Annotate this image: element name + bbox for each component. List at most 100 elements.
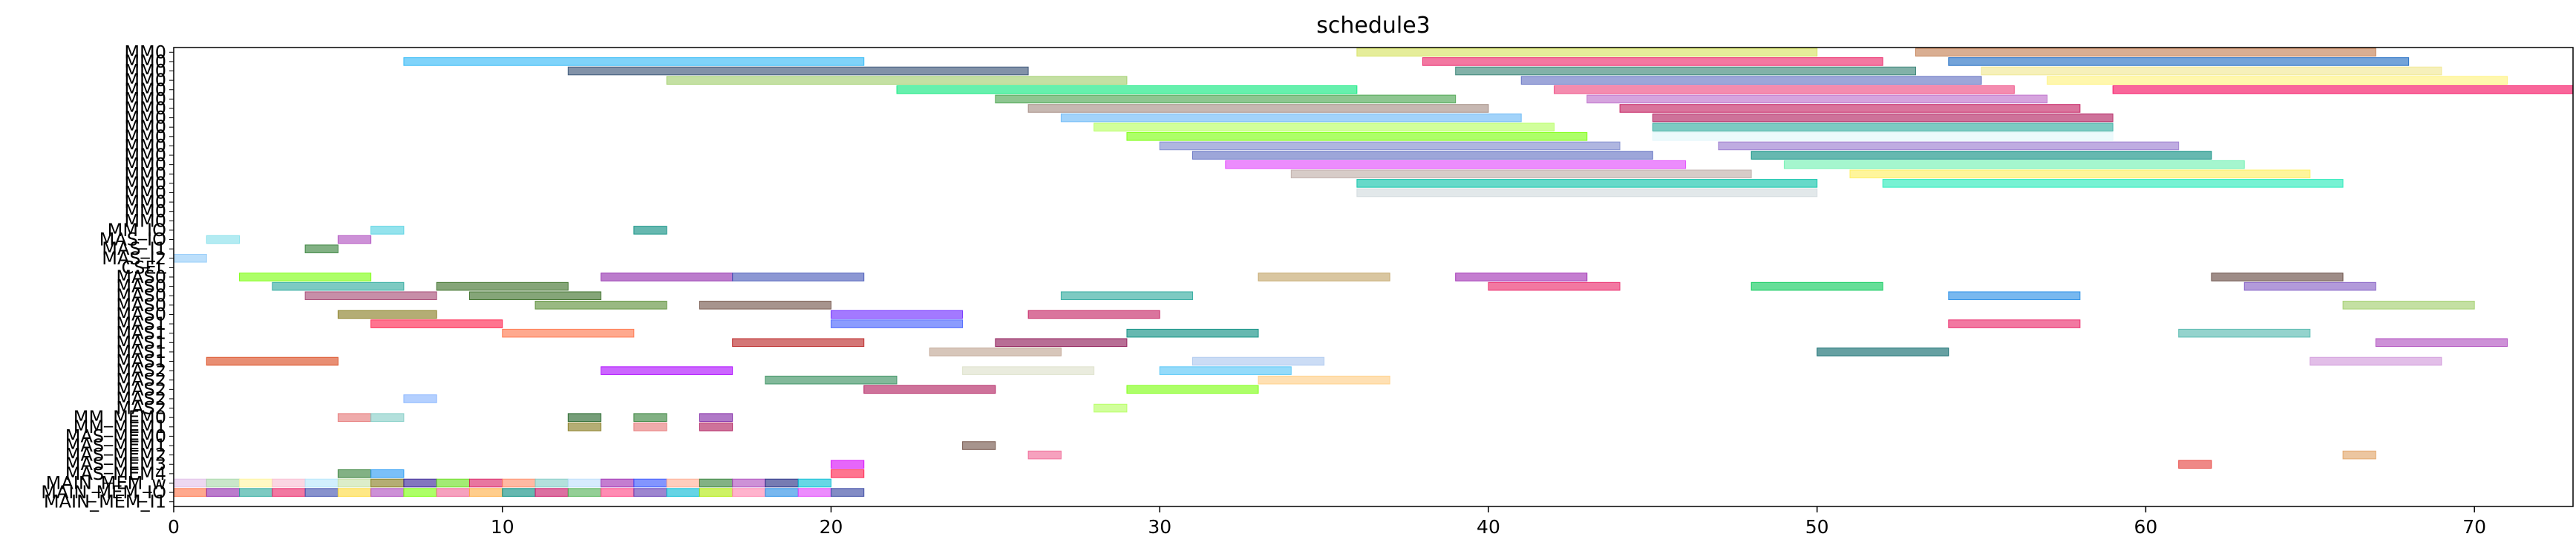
y-tick-label: MAS2 (116, 370, 166, 391)
x-tick-label: 30 (1148, 516, 1171, 538)
y-tick-label: MAS1 (116, 313, 166, 334)
task-bar (1718, 141, 2180, 151)
task-bar (732, 478, 766, 488)
y-axis-labels: MM0MM0MM0MM0MM0MM0MM0MM0MM0MM0MM0MM0MM0M… (41, 42, 174, 512)
y-tick-label: MM0 (124, 42, 166, 62)
task-bar (272, 488, 306, 497)
task-bar (1817, 348, 1949, 356)
y-tick-label: MAIN_MEM_IO (41, 482, 166, 503)
x-tick-label: 50 (1805, 516, 1829, 538)
y-tick-label: MAS_MEM3 (65, 454, 166, 475)
task-bar (1652, 123, 2114, 132)
task-bar (601, 488, 635, 497)
x-tick-label: 10 (491, 516, 514, 538)
task-bars (173, 48, 2574, 497)
task-bar (797, 478, 831, 488)
y-tick-label: MM0 (124, 210, 166, 231)
task-bar (567, 478, 602, 488)
task-bar (765, 375, 898, 385)
task-bar (1027, 310, 1160, 319)
task-bar (1783, 160, 2245, 169)
task-bar (403, 478, 437, 488)
task-bar (633, 226, 667, 235)
task-bar (1126, 385, 1259, 394)
task-bar (173, 478, 207, 488)
y-tick-label: MM0 (124, 182, 166, 203)
task-bar (1094, 403, 1128, 413)
task-bar (436, 488, 470, 497)
task-bar (830, 469, 865, 478)
task-bar (1488, 281, 1621, 291)
task-bar (1258, 273, 1390, 281)
task-bar (2309, 356, 2442, 366)
task-bar (1750, 281, 1883, 291)
task-bar (666, 478, 700, 488)
task-bar (1948, 319, 2081, 328)
task-bar (1455, 66, 1917, 76)
y-tick-label: MAS1 (116, 332, 166, 353)
task-bar (633, 478, 667, 488)
y-tick-label: MAS2 (116, 360, 166, 381)
task-bar (337, 413, 372, 422)
task-bar (567, 66, 1029, 76)
task-bar (1915, 48, 2376, 57)
y-tick-label: MM0 (124, 51, 166, 72)
y-tick-label: MAS2 (116, 398, 166, 419)
y-tick-label: MM0 (124, 173, 166, 194)
task-bar (272, 478, 306, 488)
task-bar (304, 488, 339, 497)
task-bar (502, 328, 635, 338)
y-tick-label: MM0 (124, 79, 166, 100)
task-bar (173, 253, 207, 263)
task-bar (633, 413, 667, 422)
task-bar (403, 394, 437, 403)
task-bar (370, 413, 405, 422)
y-tick-label: MM0 (124, 154, 166, 175)
task-bar (403, 488, 437, 497)
task-bar (337, 469, 372, 478)
task-bar (2211, 273, 2344, 281)
task-bar (1422, 57, 1883, 66)
task-bar (337, 478, 372, 488)
y-tick-label: MM0 (124, 117, 166, 137)
task-bar (633, 488, 667, 497)
task-bar (436, 281, 569, 291)
task-bar (995, 94, 1457, 104)
task-bar (1027, 104, 1489, 113)
task-bar (830, 488, 865, 497)
task-bar (1126, 328, 1259, 338)
task-bar (2243, 281, 2376, 291)
task-bar (2112, 85, 2574, 94)
y-tick-label: MM_IO (108, 220, 166, 241)
x-tick-label: 20 (820, 516, 843, 538)
task-bar (765, 488, 799, 497)
task-bar (1225, 160, 1687, 169)
x-tick-label: 70 (2462, 516, 2486, 538)
x-tick-label: 60 (2134, 516, 2158, 538)
task-bar (1948, 291, 2081, 301)
task-bar (1652, 132, 2114, 141)
task-bar (2178, 460, 2212, 469)
y-tick-label: MAS1 (116, 342, 166, 362)
task-bar (1520, 76, 1982, 85)
task-bar (239, 488, 273, 497)
task-bar (1554, 85, 2015, 94)
task-bar (995, 338, 1128, 348)
task-bar (239, 478, 273, 488)
task-bar (206, 356, 339, 366)
task-bar (1258, 375, 1390, 385)
task-bar (370, 319, 503, 328)
task-bar (206, 235, 241, 244)
y-tick-label: MM0 (124, 163, 166, 184)
task-bar (304, 244, 339, 253)
task-bar (830, 460, 865, 469)
task-bar (929, 348, 1062, 356)
task-bar (732, 488, 766, 497)
task-bar (535, 488, 569, 497)
y-tick-label: MAS_IO (99, 229, 166, 250)
task-bar (1356, 48, 1818, 57)
task-bar (1159, 141, 1621, 151)
task-bar (272, 281, 405, 291)
task-bar (304, 478, 339, 488)
y-tick-label: MAS2 (116, 388, 166, 409)
